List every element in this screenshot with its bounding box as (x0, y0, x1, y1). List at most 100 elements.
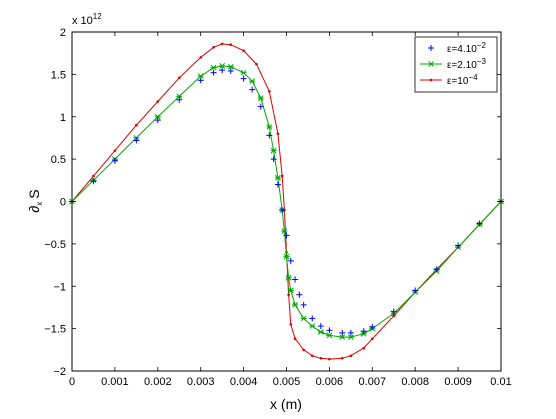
data-point (227, 63, 234, 70)
x-tick-label: 0.006 (316, 376, 344, 388)
data-point (266, 132, 273, 139)
data-point (156, 100, 160, 103)
data-point (133, 137, 140, 144)
data-point (296, 291, 303, 298)
data-point (257, 103, 264, 110)
y-tick-label: 1 (60, 112, 66, 124)
data-point (428, 61, 434, 67)
data-point (319, 356, 323, 360)
data-point (317, 323, 324, 330)
x-tick-label: 0.002 (144, 376, 172, 388)
data-point (274, 174, 281, 181)
data-point (292, 276, 299, 283)
x-axis-label: x (m) (270, 396, 302, 412)
x-tick-label: 0.001 (101, 376, 129, 388)
data-point (176, 93, 183, 100)
x-tick-label: 0.009 (444, 376, 472, 388)
data-point (229, 43, 233, 47)
data-point (154, 117, 161, 124)
data-point (317, 329, 324, 335)
legend-label: ε=2.10−3 (447, 57, 486, 71)
legend-label: ε=4.10−2 (447, 41, 486, 55)
data-point (328, 357, 331, 361)
legend-label: ε=10−4 (447, 73, 478, 87)
data-point (283, 253, 290, 260)
x-tick-label: 0.004 (230, 376, 258, 388)
y-tick-label: −1.5 (44, 324, 66, 336)
data-point (266, 124, 273, 130)
data-point (276, 132, 280, 135)
data-point (287, 257, 294, 264)
legend-entry: ε=4.10−2 (428, 41, 486, 55)
data-point (390, 308, 397, 315)
data-point (268, 90, 271, 93)
data-point (219, 63, 226, 69)
x-tick-label: 0.005 (273, 376, 301, 388)
y-tick-label: −0.5 (44, 239, 66, 251)
data-point (249, 86, 256, 93)
data-point (429, 78, 433, 82)
data-point (283, 232, 290, 239)
data-point (347, 329, 354, 336)
y-tick-label: −2 (53, 366, 66, 378)
y-multiplier-exponent: 12 (93, 12, 102, 21)
data-point (240, 75, 247, 82)
data-point (300, 315, 307, 322)
x-tick-label: 0.01 (490, 376, 511, 388)
data-point (255, 62, 258, 66)
data-point (257, 95, 264, 101)
data-point (135, 123, 138, 127)
x-tick-label: 0.003 (187, 376, 215, 388)
data-point (300, 301, 307, 308)
data-point (309, 323, 316, 329)
data-point (349, 354, 353, 358)
data-point (90, 178, 97, 185)
data-point (433, 266, 440, 273)
tick-layer: 0 0.001 0.002 0.003 0.004 0.005 0.006 0.007 0.00… (44, 27, 511, 388)
data-point (249, 78, 256, 85)
data-point (371, 337, 374, 341)
data-point (360, 328, 367, 335)
data-point (220, 42, 224, 46)
data-point (113, 149, 117, 152)
data-point (210, 64, 217, 71)
data-point (111, 157, 118, 164)
legend-entry: ε=2.10−3 (420, 57, 486, 71)
data-point (339, 334, 346, 340)
data-point (428, 45, 434, 51)
series-x (69, 63, 504, 340)
y-tick-label: 1.5 (51, 69, 66, 81)
y-tick-label: 0 (60, 197, 66, 209)
data-point (339, 329, 346, 336)
y-tick-label: 2 (60, 27, 66, 39)
series-layer (69, 42, 504, 361)
data-point (176, 96, 183, 103)
data-point (285, 274, 292, 281)
data-point (412, 287, 419, 294)
data-point (227, 67, 234, 74)
data-point (326, 332, 333, 339)
data-point (199, 56, 202, 59)
data-point (476, 220, 483, 227)
data-point (219, 67, 226, 74)
data-point (340, 356, 344, 360)
data-point (270, 147, 277, 154)
data-point (197, 77, 204, 84)
data-point (302, 348, 305, 352)
data-point (310, 354, 314, 358)
data-point (280, 174, 284, 178)
legend-entry: ε=10−4 (420, 73, 478, 87)
data-point (92, 174, 95, 178)
data-point (293, 337, 297, 341)
data-point (309, 315, 316, 322)
y-tick-label: 0.5 (51, 154, 66, 166)
y-tick-label: −1 (53, 281, 66, 293)
x-tick-label: 0.007 (359, 376, 387, 388)
y-axis-label: ∂xS (26, 189, 44, 212)
data-point (240, 69, 247, 76)
data-point (197, 73, 204, 79)
data-point (362, 346, 366, 350)
data-point (347, 334, 354, 340)
series-line (71, 43, 502, 360)
y-multiplier: x 1012 (72, 12, 102, 27)
